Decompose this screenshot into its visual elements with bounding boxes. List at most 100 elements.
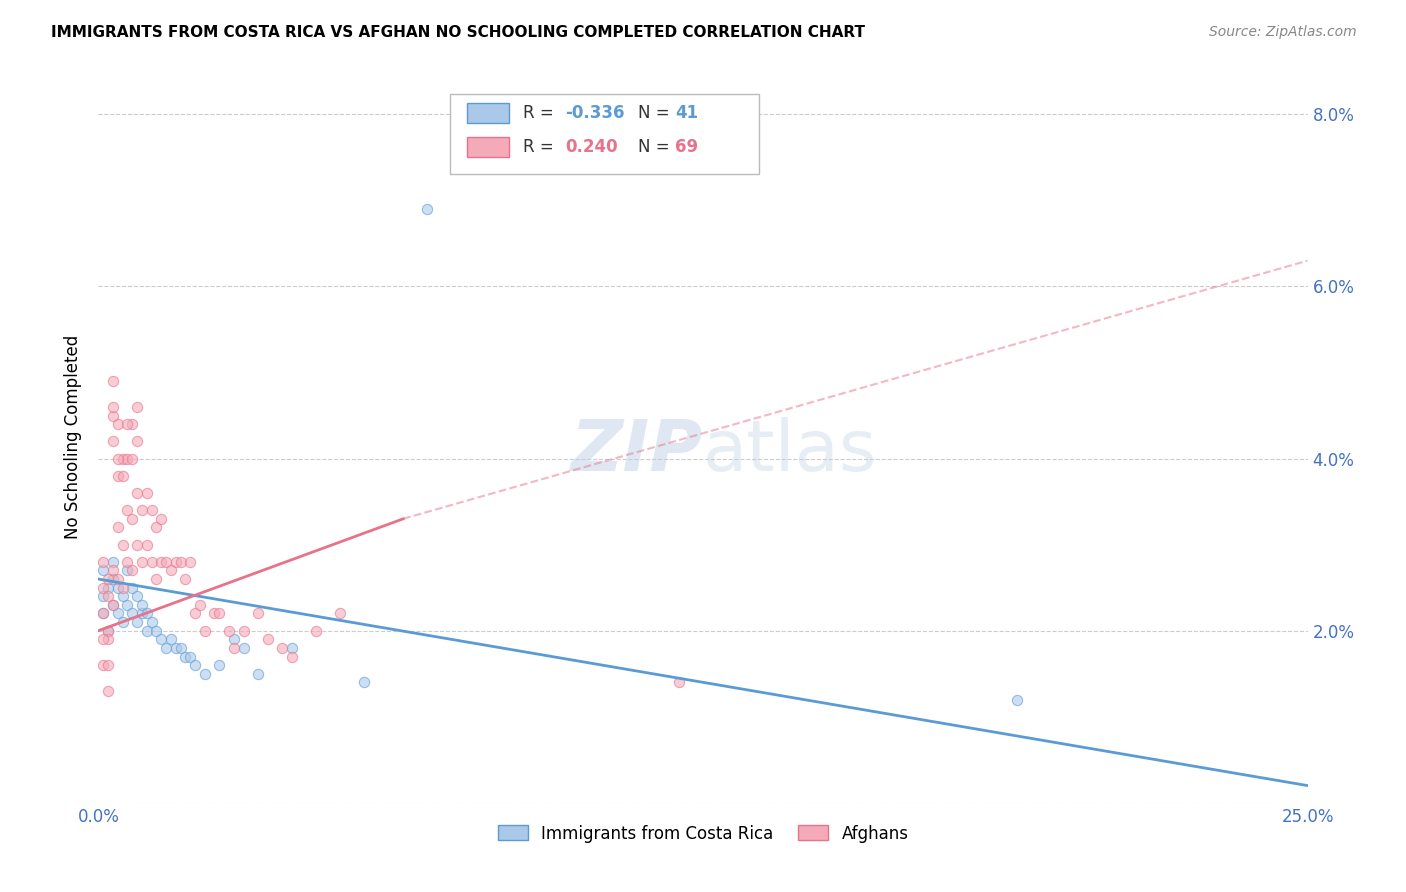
Point bbox=[107, 572, 129, 586]
Text: ZIP: ZIP bbox=[571, 417, 703, 486]
Point bbox=[194, 624, 217, 638]
Point bbox=[204, 607, 226, 621]
Point bbox=[194, 666, 217, 681]
Point bbox=[281, 649, 304, 664]
Point bbox=[174, 572, 197, 586]
Text: N =: N = bbox=[638, 104, 675, 122]
Point bbox=[111, 451, 134, 466]
Point bbox=[107, 417, 129, 432]
Point bbox=[97, 624, 120, 638]
Point bbox=[101, 598, 124, 612]
Point bbox=[247, 607, 270, 621]
Point bbox=[97, 572, 120, 586]
Point bbox=[97, 581, 120, 595]
Point bbox=[155, 640, 177, 655]
Point bbox=[135, 624, 157, 638]
Point bbox=[121, 512, 143, 526]
Point bbox=[222, 632, 245, 647]
Text: -0.336: -0.336 bbox=[565, 104, 624, 122]
Point bbox=[127, 486, 149, 500]
Point bbox=[160, 564, 183, 578]
Point bbox=[91, 607, 114, 621]
Point bbox=[135, 538, 157, 552]
Point bbox=[91, 581, 114, 595]
Point bbox=[131, 598, 153, 612]
Point bbox=[127, 400, 149, 414]
Point bbox=[127, 434, 149, 449]
Point bbox=[101, 409, 124, 423]
Point bbox=[668, 675, 690, 690]
Point bbox=[208, 607, 231, 621]
Point bbox=[121, 451, 143, 466]
Point bbox=[91, 589, 114, 603]
Point bbox=[101, 598, 124, 612]
Point bbox=[101, 374, 124, 388]
Text: R =: R = bbox=[523, 138, 560, 156]
Point bbox=[111, 468, 134, 483]
Point bbox=[117, 417, 139, 432]
Point bbox=[107, 468, 129, 483]
Point bbox=[107, 607, 129, 621]
Point bbox=[145, 520, 167, 534]
Point bbox=[97, 658, 120, 673]
Point bbox=[97, 632, 120, 647]
Point bbox=[117, 564, 139, 578]
Point bbox=[135, 486, 157, 500]
Point bbox=[111, 589, 134, 603]
Point bbox=[145, 624, 167, 638]
Point bbox=[169, 555, 191, 569]
Point bbox=[101, 400, 124, 414]
Point bbox=[111, 581, 134, 595]
Point bbox=[91, 632, 114, 647]
Point bbox=[271, 640, 294, 655]
Point bbox=[184, 658, 207, 673]
Point bbox=[232, 640, 254, 655]
Point bbox=[121, 564, 143, 578]
Point bbox=[150, 512, 173, 526]
Point bbox=[208, 658, 231, 673]
Legend: Immigrants from Costa Rica, Afghans: Immigrants from Costa Rica, Afghans bbox=[491, 818, 915, 849]
Point bbox=[111, 615, 134, 629]
Point bbox=[121, 581, 143, 595]
Point bbox=[135, 607, 157, 621]
Point bbox=[91, 607, 114, 621]
Point bbox=[101, 564, 124, 578]
Point bbox=[155, 555, 177, 569]
Point bbox=[141, 615, 163, 629]
Point bbox=[281, 640, 304, 655]
Point bbox=[117, 503, 139, 517]
Y-axis label: No Schooling Completed: No Schooling Completed bbox=[65, 335, 83, 539]
Text: R =: R = bbox=[523, 104, 560, 122]
Point bbox=[329, 607, 352, 621]
Point bbox=[121, 607, 143, 621]
Text: 69: 69 bbox=[675, 138, 697, 156]
Text: 41: 41 bbox=[675, 104, 697, 122]
Text: 0.240: 0.240 bbox=[565, 138, 617, 156]
Point bbox=[107, 520, 129, 534]
Point bbox=[91, 658, 114, 673]
Point bbox=[150, 632, 173, 647]
Point bbox=[91, 564, 114, 578]
Point bbox=[353, 675, 375, 690]
Point bbox=[184, 607, 207, 621]
Point bbox=[188, 598, 211, 612]
Point bbox=[117, 555, 139, 569]
Point bbox=[150, 555, 173, 569]
Point bbox=[160, 632, 183, 647]
Text: IMMIGRANTS FROM COSTA RICA VS AFGHAN NO SCHOOLING COMPLETED CORRELATION CHART: IMMIGRANTS FROM COSTA RICA VS AFGHAN NO … bbox=[51, 25, 865, 40]
Point bbox=[127, 538, 149, 552]
Point bbox=[145, 572, 167, 586]
Point bbox=[169, 640, 191, 655]
Point bbox=[101, 434, 124, 449]
Point bbox=[305, 624, 328, 638]
Point bbox=[165, 555, 187, 569]
Point bbox=[256, 632, 278, 647]
Point bbox=[97, 589, 120, 603]
Point bbox=[121, 417, 143, 432]
Point bbox=[117, 451, 139, 466]
Point bbox=[117, 598, 139, 612]
Point bbox=[179, 649, 201, 664]
Point bbox=[179, 555, 201, 569]
Text: N =: N = bbox=[638, 138, 675, 156]
Point bbox=[232, 624, 254, 638]
